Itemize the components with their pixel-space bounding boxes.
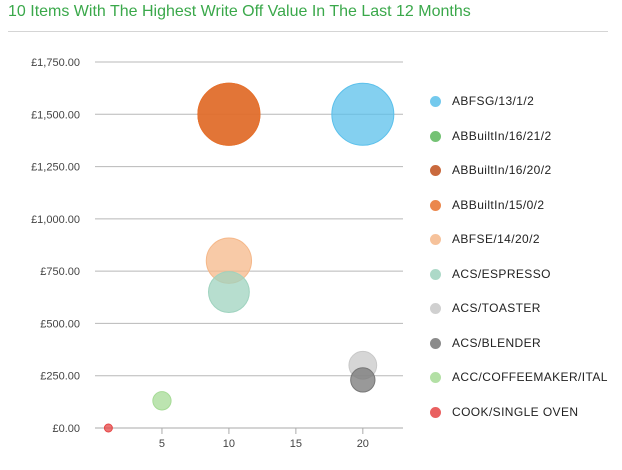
legend-label: ACS/ESPRESSO [452,266,551,281]
x-tick-label: 15 [290,438,302,450]
legend-label: ABBuiltIn/16/21/2 [452,128,552,143]
legend-label: COOK/SINGLE OVEN [452,404,579,419]
bubble-cook-single-oven [103,423,113,433]
legend-item[interactable]: ACS/BLENDER [430,330,620,365]
legend-item[interactable]: COOK/SINGLE OVEN [430,399,620,434]
legend-label: ACS/TOASTER [452,301,541,315]
bubble-abfsg-13-1-2 [331,82,395,146]
legend-label: ABBuiltIn/16/20/2 [452,163,552,177]
bubble-acc-coffeemaker-ital [152,391,172,411]
legend-swatch [430,372,441,383]
bubble-acs-blender [350,367,376,393]
legend-item[interactable]: ABBuiltIn/16/21/2 [430,123,620,158]
legend-swatch [430,406,441,418]
x-tick-label: 5 [159,438,165,450]
y-tick-label: £1,750.00 [31,57,80,69]
legend-swatch [430,165,441,176]
y-tick-label: £1,000.00 [31,214,80,226]
chart-legend: ABFSG/13/1/2 ABBuiltIn/16/21/2 ABBuiltIn/1… [430,88,620,433]
y-tick-label: £1,500.00 [31,109,80,121]
y-tick-label: £500.00 [40,318,80,330]
legend-item[interactable]: ACS/ESPRESSO [430,261,620,296]
y-tick-label: £1,250.00 [31,162,80,174]
legend-swatch [430,234,441,245]
legend-swatch [430,199,441,211]
legend-label: ABBuiltIn/15/0/2 [452,197,545,212]
legend-label: ABFSG/13/1/2 [452,94,535,108]
legend-item[interactable]: ACC/COFFEEMAKER/ITAL [430,364,620,399]
legend-item[interactable]: ACS/TOASTER [430,295,620,330]
bubble-acs-espresso [208,271,250,313]
legend-swatch [430,130,441,142]
legend-label: ABFSE/14/20/2 [452,232,540,246]
legend-item[interactable]: ABFSG/13/1/2 [430,88,620,123]
legend-item[interactable]: ABFSE/14/20/2 [430,226,620,261]
legend-swatch [430,268,441,280]
legend-label: ACS/BLENDER [452,335,542,350]
legend-swatch [430,96,441,107]
legend-label: ACC/COFFEEMAKER/ITAL [452,370,608,384]
x-tick-label: 20 [357,438,369,450]
x-tick-label: 10 [223,438,235,450]
y-tick-label: £750.00 [40,266,80,278]
chart-title: 10 Items With The Highest Write Off Valu… [8,3,471,20]
legend-swatch [430,337,441,349]
legend-swatch [430,303,441,314]
y-tick-label: £0.00 [52,423,80,435]
bubble-abbuiltin-15-0-2 [197,82,261,146]
legend-item[interactable]: ABBuiltIn/15/0/2 [430,192,620,227]
y-tick-label: £250.00 [40,371,80,383]
legend-item[interactable]: ABBuiltIn/16/20/2 [430,157,620,192]
title-divider [8,31,608,32]
